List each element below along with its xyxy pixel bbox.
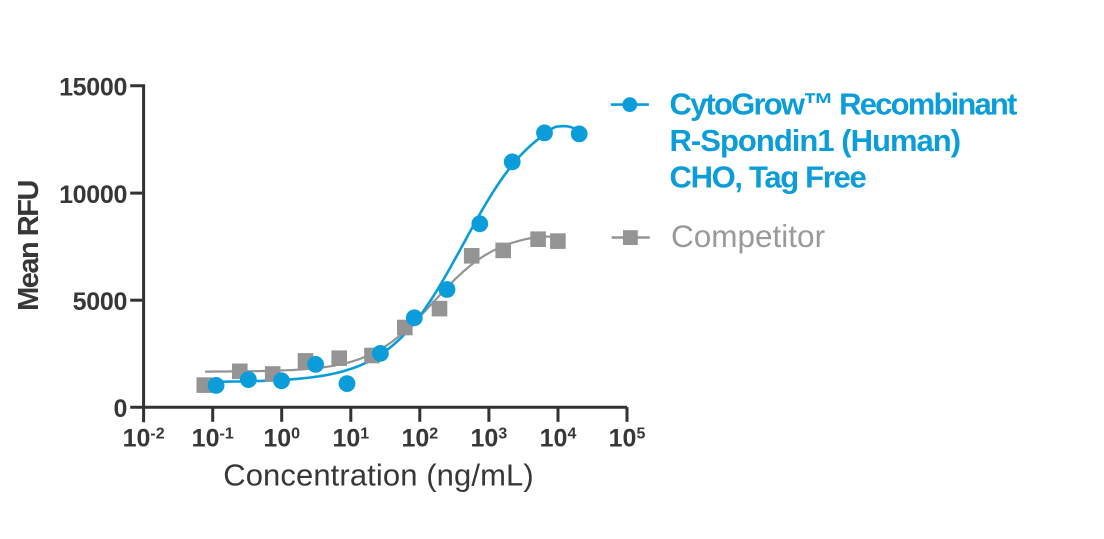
svg-text:Competitor: Competitor	[671, 218, 825, 254]
svg-text:Mean RFU: Mean RFU	[13, 181, 45, 311]
svg-text:15000: 15000	[59, 74, 127, 102]
svg-text:100: 100	[263, 425, 300, 453]
svg-text:Concentration (ng/mL): Concentration (ng/mL)	[223, 457, 534, 492]
svg-text:10000: 10000	[59, 181, 127, 209]
svg-text:CytoGrow™ Recombinant: CytoGrow™ Recombinant	[670, 86, 1018, 121]
svg-text:5000: 5000	[73, 288, 127, 316]
svg-text:R-Spondin1 (Human): R-Spondin1 (Human)	[670, 123, 961, 158]
svg-text:CHO, Tag Free: CHO, Tag Free	[670, 160, 867, 195]
svg-text:0: 0	[113, 395, 127, 423]
